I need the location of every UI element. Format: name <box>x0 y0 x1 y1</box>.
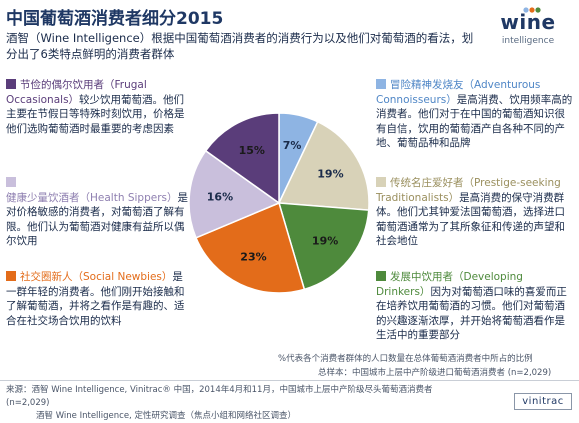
segment-social: 社交圈新人（Social Newbies）是一群年轻的消费者。他们刚开始接触和了… <box>6 270 188 328</box>
social-name: 社交圈新人（Social Newbies） <box>20 271 173 283</box>
segment-developing: 发展中饮用者（Developing Drinkers）因为对葡萄酒口味的喜爱而正… <box>376 270 574 343</box>
frugal-name: 节俭的偶尔饮用者（Frugal Occasionals） <box>6 79 147 106</box>
segment-health: 健康少量饮酒者（Health Sippers）是对价格敏感的消费者，对葡萄酒了解… <box>6 176 188 249</box>
health-name: 健康少量饮酒者（Health Sippers） <box>6 191 178 204</box>
vinitrac-logo: vinitrac <box>514 393 572 410</box>
source-line-2: 酒智 Wine Intelligence, 定性研究调查（焦点小组和网络社区调查… <box>36 411 296 421</box>
developing-desc: 因为对葡萄酒口味的喜爱而正在培养饮用葡萄酒的习惯。他们对葡萄酒的兴趣逐渐浓厚，并… <box>376 285 567 342</box>
pie-label-frugal: 15% <box>239 144 265 157</box>
pie-label-health: 16% <box>207 190 233 203</box>
segment-frugal: 节俭的偶尔饮用者（Frugal Occasionals）较少饮用葡萄酒。他们主要… <box>6 78 188 136</box>
adventurous-color-square <box>376 79 386 89</box>
source-line-1: 来源：酒智 Wine Intelligence, Vinitrac® 中国，20… <box>6 385 433 408</box>
developing-color-square <box>376 271 386 281</box>
pie-label-social: 23% <box>240 251 266 264</box>
pie-label-adventurous: 7% <box>283 139 302 152</box>
pie-slice-social <box>195 201 306 294</box>
footnote-sample: 总样本：中国城市上层中产阶级进口葡萄酒消费者 (n=2,029) <box>318 368 552 378</box>
adventurous-desc: 是高消费、饮用频率高的消费者。他们对于在中国的葡萄酒知识很有自信，饮用的葡萄酒产… <box>376 93 573 150</box>
pie-slice-frugal <box>204 112 280 205</box>
social-color-square <box>6 271 16 281</box>
page-title: 中国葡萄酒消费者细分2015 <box>6 9 224 29</box>
logo-intelligence-text: intelligence <box>501 36 555 46</box>
frugal-color-square <box>6 79 16 89</box>
logo-wine-text: wine <box>500 10 556 34</box>
frugal-desc: 较少饮用葡萄酒。他们主要在节假日等特殊时刻饮用，价格是他们选购葡萄酒时最重要的考… <box>6 93 185 135</box>
pie-slice-health <box>188 149 281 239</box>
pie-label-prestige: 19% <box>317 167 343 180</box>
health-desc: 是对价格敏感的消费者，对葡萄酒了解有限。他们认为葡萄酒对健康有益所以偶尔饮用 <box>6 191 188 248</box>
prestige-name: 传统名庄爱好者（Prestige-seeking Traditionalists… <box>376 177 561 204</box>
pie-label-developing: 19% <box>312 234 338 247</box>
segment-pie-chart: 7% 19% 19% 23% 16% 15% <box>188 112 370 294</box>
wine-intelligence-logo: wine intelligence <box>485 6 571 60</box>
adventurous-name: 冒险精神发烧友（Adventurous Connoisseurs） <box>376 79 541 106</box>
pie-slice-prestige <box>277 120 370 211</box>
logo-dots-icon <box>523 7 541 13</box>
divider <box>0 380 579 381</box>
footnote-percent: %代表各个消费者群体的人口数量在总体葡萄酒消费者中所占的比例 <box>278 354 533 364</box>
prestige-color-square <box>376 177 386 187</box>
prestige-desc: 是高消费的保守消费群体。他们尤其钟爱法国葡萄酒，选择进口葡萄酒通常为了其所象征和… <box>376 191 565 248</box>
pie-slice-developing <box>277 202 370 291</box>
segment-prestige: 传统名庄爱好者（Prestige-seeking Traditionalists… <box>376 176 574 249</box>
health-color-square <box>6 177 16 187</box>
developing-name: 发展中饮用者（Developing Drinkers） <box>376 271 523 298</box>
source-text: 来源：酒智 Wine Intelligence, Vinitrac® 中国，20… <box>6 384 476 423</box>
segment-adventurous: 冒险精神发烧友（Adventurous Connoisseurs）是高消费、饮用… <box>376 78 574 151</box>
intro-text: 酒智（Wine Intelligence）根据中国葡萄酒消费者的消费行为以及他们… <box>6 31 474 61</box>
social-desc: 是一群年轻的消费者。他们刚开始接触和了解葡萄酒，并将之看作是有趣的、适合在社交场… <box>6 271 185 327</box>
